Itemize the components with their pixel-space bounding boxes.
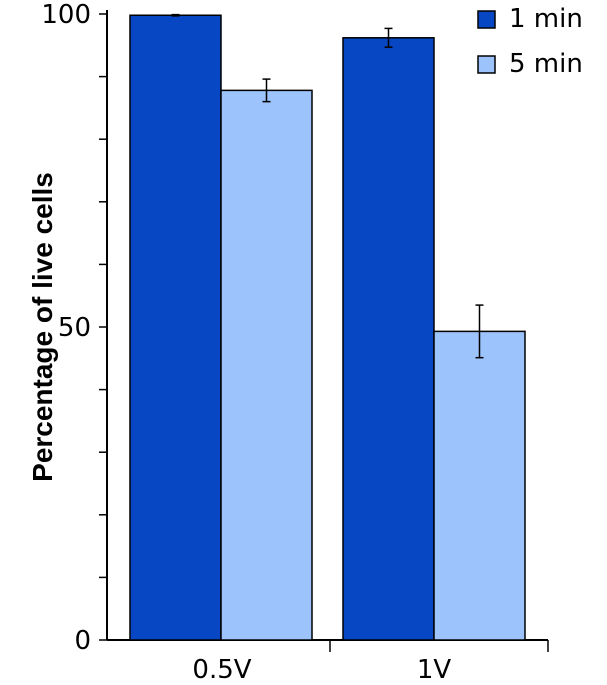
y-tick-label: 50: [58, 313, 91, 343]
y-tick-label: 100: [41, 0, 91, 30]
x-tick-label: 1V: [417, 655, 452, 685]
legend-label: 1 min: [509, 4, 583, 34]
x-tick-label: 0.5V: [192, 655, 251, 685]
legend-swatch: [477, 55, 496, 74]
bars: [129, 14, 526, 641]
y-tick-label: 0: [74, 626, 91, 656]
bar: [220, 89, 313, 641]
x-ticks: 0.5V 1V: [192, 640, 549, 685]
y-ticks: 0 50 100: [41, 0, 107, 656]
legend: 1 min 5 min: [477, 4, 583, 79]
y-axis-label: Percentage of live cells: [27, 172, 58, 482]
legend-label: 5 min: [509, 49, 583, 79]
bar: [433, 330, 526, 641]
error-bars: [171, 13, 484, 359]
legend-swatch: [477, 10, 496, 29]
bar: [129, 14, 222, 641]
bar: [342, 37, 435, 641]
